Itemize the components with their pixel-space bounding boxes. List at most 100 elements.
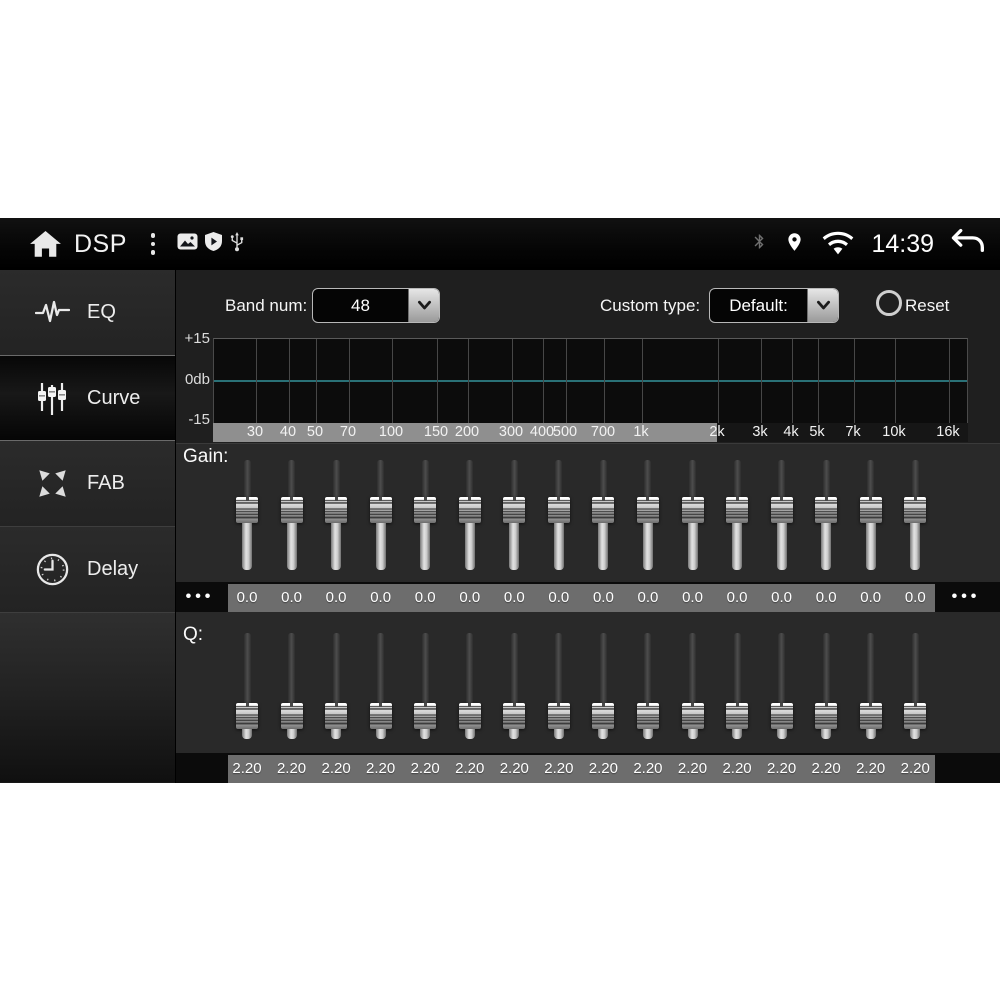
q-value-2: 2.20	[276, 760, 307, 777]
chevron-down-icon[interactable]	[807, 289, 838, 322]
gain-slider-8[interactable]	[546, 460, 572, 571]
freq-tick-label: 16k	[936, 424, 960, 440]
q-slider-12[interactable]	[724, 633, 750, 740]
sidebar-item-fab[interactable]: FAB	[0, 441, 175, 527]
slider-track-upper	[867, 633, 875, 704]
sidebar-item-curve[interactable]: Curve	[0, 355, 175, 441]
more-bands-left[interactable]: •••	[185, 588, 215, 605]
gain-slider-5[interactable]	[412, 460, 438, 571]
home-icon[interactable]	[30, 230, 61, 258]
gain-slider-15[interactable]	[858, 460, 884, 571]
gain-slider-12[interactable]	[724, 460, 750, 571]
sidebar-item-delay[interactable]: Delay	[0, 527, 175, 613]
shield-play-icon	[205, 232, 223, 256]
gain-slider-7[interactable]	[501, 460, 527, 571]
slider-thumb[interactable]	[770, 497, 793, 523]
sidebar-item-eq[interactable]: EQ	[0, 270, 175, 356]
slider-thumb[interactable]	[726, 497, 749, 523]
q-slider-5[interactable]	[412, 633, 438, 740]
gain-slider-14[interactable]	[813, 460, 839, 571]
q-slider-7[interactable]	[501, 633, 527, 740]
freq-gridline	[289, 339, 290, 423]
slider-thumb[interactable]	[236, 703, 258, 729]
sidebar-item-label: FAB	[87, 472, 125, 494]
q-slider-1[interactable]	[234, 633, 260, 740]
q-slider-8[interactable]	[546, 633, 572, 740]
gain-slider-13[interactable]	[769, 460, 795, 571]
overflow-menu-icon[interactable]	[150, 233, 156, 255]
slider-thumb[interactable]	[369, 497, 392, 523]
slider-track-upper	[689, 460, 696, 498]
q-slider-2[interactable]	[279, 633, 305, 740]
gain-slider-2[interactable]	[279, 460, 305, 571]
reset-radio[interactable]	[876, 290, 902, 316]
slider-thumb[interactable]	[859, 703, 882, 729]
slider-thumb[interactable]	[325, 497, 348, 523]
slider-thumb[interactable]	[592, 703, 615, 729]
slider-thumb[interactable]	[636, 497, 659, 523]
q-slider-14[interactable]	[813, 633, 839, 740]
slider-thumb[interactable]	[726, 703, 749, 729]
freq-gridline	[566, 339, 567, 423]
freq-tick-label: 5k	[809, 424, 825, 440]
gain-slider-3[interactable]	[323, 460, 349, 571]
slider-thumb[interactable]	[547, 497, 570, 523]
slider-thumb[interactable]	[280, 497, 303, 523]
slider-thumb[interactable]	[414, 497, 437, 523]
more-bands-right[interactable]: •••	[951, 588, 981, 605]
q-slider-15[interactable]	[858, 633, 884, 740]
q-slider-16[interactable]	[902, 633, 928, 740]
slider-thumb[interactable]	[904, 703, 927, 729]
frequency-scrollbar[interactable]: 30 40 50 70 100 150 200 300 400 500 700 1k 2k 3k 4k 5k 7…	[213, 423, 968, 442]
slider-thumb[interactable]	[859, 497, 882, 523]
slider-track-upper	[421, 633, 429, 704]
slider-track-upper	[555, 633, 563, 704]
custom-type-dropdown[interactable]: Default:	[709, 288, 839, 323]
slider-thumb[interactable]	[681, 703, 704, 729]
slider-thumb[interactable]	[236, 497, 258, 523]
custom-type-value: Default:	[729, 295, 788, 315]
q-slider-11[interactable]	[680, 633, 706, 740]
slider-track-lower	[242, 729, 252, 739]
freq-gridline	[642, 339, 643, 423]
slider-thumb[interactable]	[815, 703, 838, 729]
slider-thumb[interactable]	[770, 703, 793, 729]
slider-thumb[interactable]	[592, 497, 615, 523]
slider-track-lower	[509, 729, 520, 739]
slider-thumb[interactable]	[414, 703, 437, 729]
slider-thumb[interactable]	[636, 703, 659, 729]
slider-thumb[interactable]	[369, 703, 392, 729]
slider-thumb[interactable]	[458, 703, 481, 729]
q-slider-9[interactable]	[590, 633, 616, 740]
slider-track-lower	[553, 523, 564, 570]
slider-track-lower	[598, 523, 609, 570]
gain-slider-9[interactable]	[590, 460, 616, 571]
q-slider-13[interactable]	[769, 633, 795, 740]
slider-thumb[interactable]	[280, 703, 303, 729]
slider-thumb[interactable]	[458, 497, 481, 523]
scrollbar-thumb[interactable]	[213, 423, 717, 442]
slider-thumb[interactable]	[547, 703, 570, 729]
back-icon[interactable]	[950, 228, 986, 260]
q-slider-3[interactable]	[323, 633, 349, 740]
gain-slider-6[interactable]	[457, 460, 483, 571]
gain-slider-10[interactable]	[635, 460, 661, 571]
slider-thumb[interactable]	[503, 497, 526, 523]
freq-gridline	[895, 339, 896, 423]
gain-slider-16[interactable]	[902, 460, 928, 571]
q-slider-4[interactable]	[368, 633, 394, 740]
reset-label[interactable]: Reset	[905, 296, 950, 315]
gain-slider-1[interactable]	[234, 460, 260, 571]
gain-slider-11[interactable]	[680, 460, 706, 571]
slider-track-upper	[466, 633, 474, 704]
gain-slider-4[interactable]	[368, 460, 394, 571]
chevron-down-icon[interactable]	[408, 289, 439, 322]
slider-thumb[interactable]	[681, 497, 704, 523]
band-num-dropdown[interactable]: 48	[312, 288, 440, 323]
q-slider-6[interactable]	[457, 633, 483, 740]
slider-thumb[interactable]	[904, 497, 927, 523]
slider-thumb[interactable]	[325, 703, 348, 729]
q-slider-10[interactable]	[635, 633, 661, 740]
slider-thumb[interactable]	[503, 703, 526, 729]
slider-thumb[interactable]	[815, 497, 838, 523]
